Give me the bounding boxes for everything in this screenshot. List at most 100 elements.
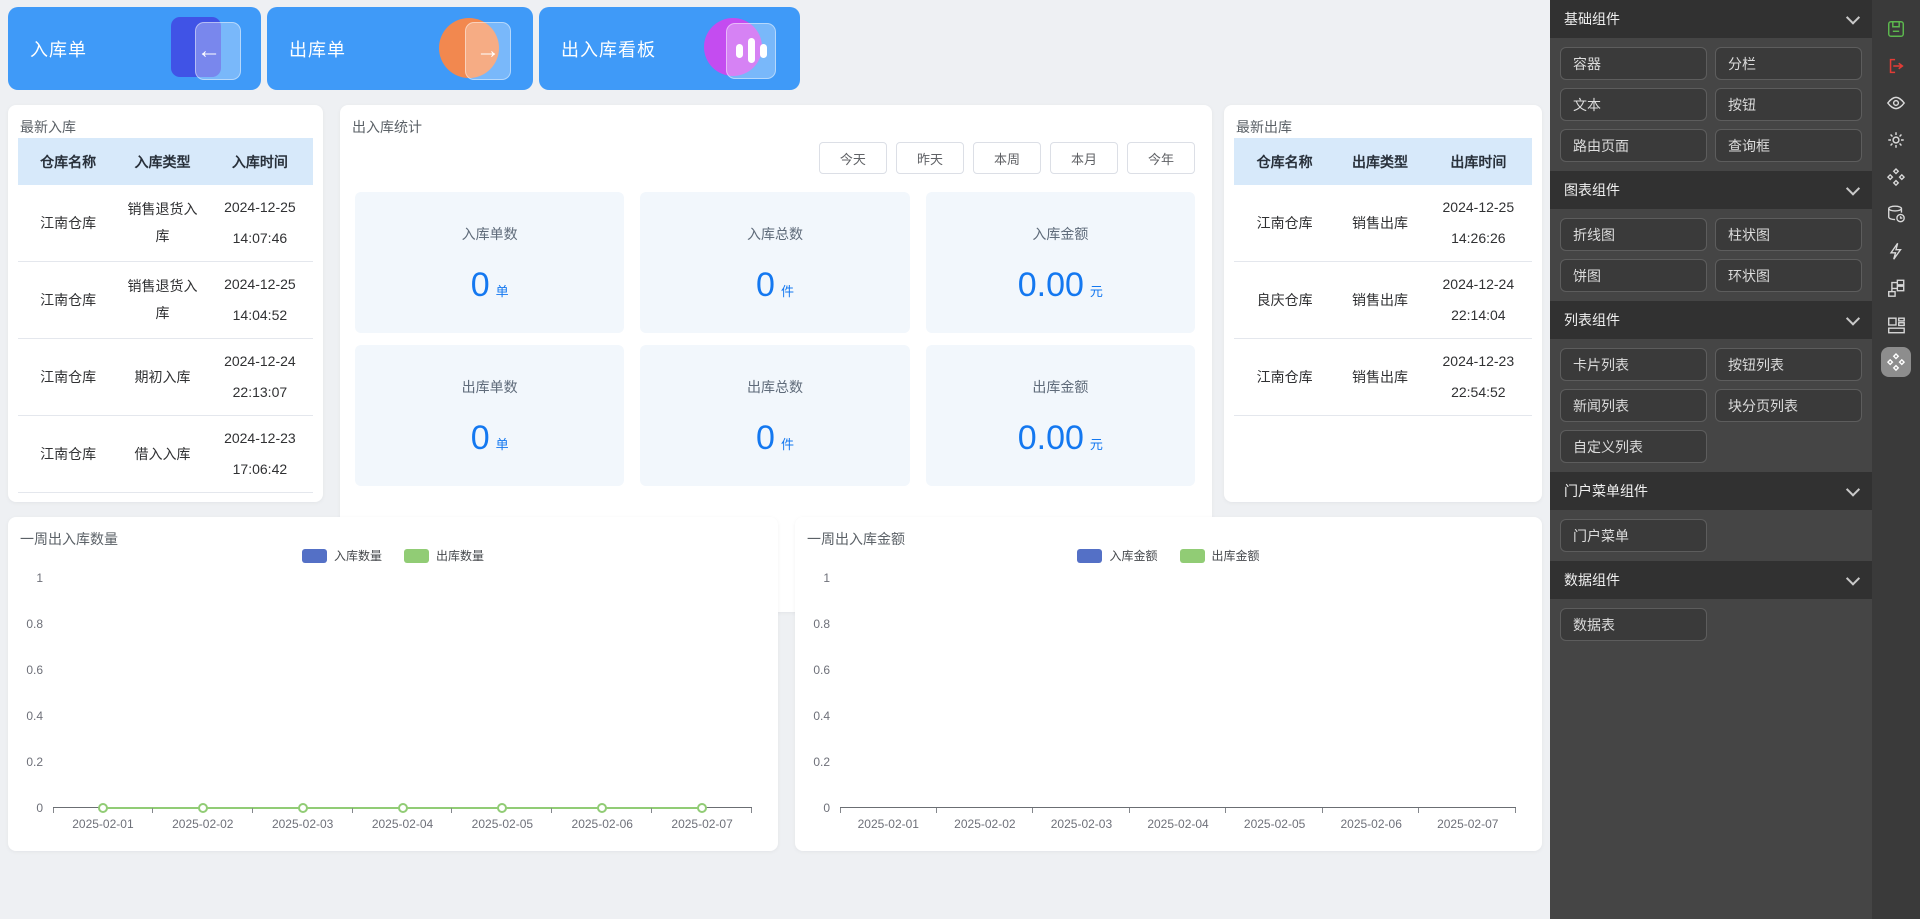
filter-this-month-button[interactable]: 本月: [1049, 142, 1118, 174]
warehouse-cell: 江南仓库: [40, 368, 97, 385]
section-chart-components[interactable]: 图表组件: [1550, 171, 1872, 209]
outbound-order-card[interactable]: 出库单 →: [267, 7, 533, 90]
glass-overlay: [726, 22, 776, 79]
outbound-order-label: 出库单: [289, 39, 346, 60]
eye-icon[interactable]: [1881, 88, 1911, 118]
arrow-right-icon: →: [476, 36, 500, 64]
warehouse-cell: 江南仓库: [40, 445, 97, 462]
component-button[interactable]: 按钮: [1715, 88, 1862, 121]
component-sidebar: 基础组件 容器 分栏 文本 按钮 路由页面 查询框 图表组件 折线图 柱状图 饼…: [1550, 0, 1872, 919]
component-container[interactable]: 容器: [1560, 47, 1707, 80]
legend-swatch-blue: [1077, 548, 1103, 563]
inbound-order-label: 入库单: [30, 39, 87, 60]
weekly-quantity-title: 一周出入库数量: [20, 531, 118, 547]
stat-value: 0.00 元: [1017, 418, 1103, 457]
component-text[interactable]: 文本: [1560, 88, 1707, 121]
section-body: 折线图 柱状图 饼图 环状图: [1550, 209, 1872, 301]
stat-label: 入库金额: [1032, 225, 1089, 242]
warehouse-cell: 江南仓库: [1256, 214, 1313, 231]
designer-toolbar: [1872, 0, 1920, 919]
type-cell: 销售出库: [1352, 291, 1408, 308]
component-button-list[interactable]: 按钮列表: [1715, 348, 1862, 381]
filter-today-button[interactable]: 今天: [818, 142, 887, 174]
gear-icon[interactable]: [1881, 125, 1911, 155]
component-block-pagination-list[interactable]: 块分页列表: [1715, 389, 1862, 422]
x-tick: 2025-02-05: [452, 808, 553, 831]
x-tick: 2025-02-06: [1323, 808, 1420, 831]
chevron-down-icon: [1845, 482, 1861, 497]
weekly-amount-title: 一周出入库金额: [807, 531, 905, 547]
component-custom-list[interactable]: 自定义列表: [1560, 430, 1707, 463]
outbound-table: 仓库名称 出库类型 出库时间 江南仓库 销售出库 2024-12-25 14:26…: [1234, 138, 1532, 416]
stat-label: 出库金额: [1032, 378, 1089, 395]
save-icon[interactable]: [1881, 14, 1911, 44]
warehouse-cell: 江南仓库: [40, 214, 97, 231]
component-news-list[interactable]: 新闻列表: [1560, 389, 1707, 422]
latest-outbound-panel: 最新出库 仓库名称 出库类型 出库时间 江南仓库 销售出库 2024-12-25…: [1224, 105, 1542, 502]
type-cell: 借入入库: [134, 445, 191, 462]
layout-icon[interactable]: [1881, 310, 1911, 340]
section-body: 门户菜单: [1550, 510, 1872, 561]
type-cell: 期初入库: [134, 368, 191, 385]
section-basic-components[interactable]: 基础组件: [1550, 0, 1872, 38]
y-tick: 0.6: [813, 663, 830, 677]
x-tick: 2025-02-03: [253, 808, 353, 831]
table-row: 江南仓库 销售退货入库 2024-12-25 14:04:52: [18, 262, 313, 339]
logout-icon[interactable]: [1881, 51, 1911, 81]
component-split-column[interactable]: 分栏: [1715, 47, 1862, 80]
col-outbound-type: 出库类型: [1352, 153, 1408, 170]
section-portal-menu-components[interactable]: 门户菜单组件: [1550, 472, 1872, 510]
section-list-components[interactable]: 列表组件: [1550, 301, 1872, 339]
legend-swatch-green: [1179, 548, 1205, 563]
x-tick: 2025-02-07: [1419, 808, 1516, 831]
data-point: [397, 803, 408, 813]
filter-this-week-button[interactable]: 本周: [972, 142, 1041, 174]
section-data-components[interactable]: 数据组件: [1550, 561, 1872, 599]
section-title: 图表组件: [1564, 182, 1620, 198]
component-bar-chart[interactable]: 柱状图: [1715, 218, 1862, 251]
y-tick: 1: [36, 571, 43, 585]
legend-inbound-qty[interactable]: 入库数量: [301, 547, 382, 564]
legend-swatch-blue: [301, 548, 327, 563]
component-line-chart[interactable]: 折线图: [1560, 218, 1707, 251]
y-tick: 0: [36, 801, 43, 815]
data-point: [297, 803, 308, 813]
filter-yesterday-button[interactable]: 昨天: [895, 142, 964, 174]
component-portal-menu[interactable]: 门户菜单: [1560, 519, 1707, 552]
inbound-order-card[interactable]: 入库单 ←: [8, 7, 261, 90]
filter-this-year-button[interactable]: 今年: [1126, 142, 1195, 174]
component-query-box[interactable]: 查询框: [1715, 129, 1862, 162]
legend-outbound-qty[interactable]: 出库数量: [404, 547, 484, 564]
data-point: [697, 803, 708, 813]
components-icon[interactable]: [1881, 162, 1911, 192]
inout-dashboard-card[interactable]: 出入库看板: [539, 7, 800, 90]
chart-plot-area: 1 0.8 0.6 0.4 0.2 0 2025-02-01 2025-02-0…: [26, 571, 752, 831]
type-cell: 销售出库: [1352, 368, 1408, 385]
y-tick: 0.2: [26, 755, 43, 769]
widgets-icon[interactable]: [1881, 347, 1911, 377]
chevron-down-icon: [1845, 181, 1861, 196]
inbound-table: 仓库名称 入库类型 入库时间 江南仓库 销售退货入库 2024-12-25 14:…: [18, 138, 313, 493]
x-tick: 2025-02-07: [652, 808, 752, 831]
component-ring-chart[interactable]: 环状图: [1715, 259, 1862, 292]
latest-outbound-title: 最新出库: [1236, 119, 1292, 135]
tree-icon[interactable]: [1881, 273, 1911, 303]
legend-outbound-amount[interactable]: 出库金额: [1179, 547, 1260, 564]
y-tick: 0.8: [26, 617, 43, 631]
component-pie-chart[interactable]: 饼图: [1560, 259, 1707, 292]
component-data-table[interactable]: 数据表: [1560, 608, 1707, 641]
y-tick: 0.4: [26, 709, 43, 723]
component-card-list[interactable]: 卡片列表: [1560, 348, 1707, 381]
database-icon[interactable]: [1881, 199, 1911, 229]
lightning-icon[interactable]: [1881, 236, 1911, 266]
inbound-table-header: 仓库名称 入库类型 入库时间: [18, 138, 313, 185]
weekly-quantity-chart-panel: 一周出入库数量 入库数量 出库数量 1 0.8 0.6 0.4 0.2 0 20…: [8, 517, 778, 851]
legend-inbound-amount[interactable]: 入库金额: [1077, 547, 1158, 564]
component-route-page[interactable]: 路由页面: [1560, 129, 1707, 162]
y-tick: 1: [823, 571, 830, 585]
warehouse-cell: 良庆仓库: [1256, 291, 1313, 308]
